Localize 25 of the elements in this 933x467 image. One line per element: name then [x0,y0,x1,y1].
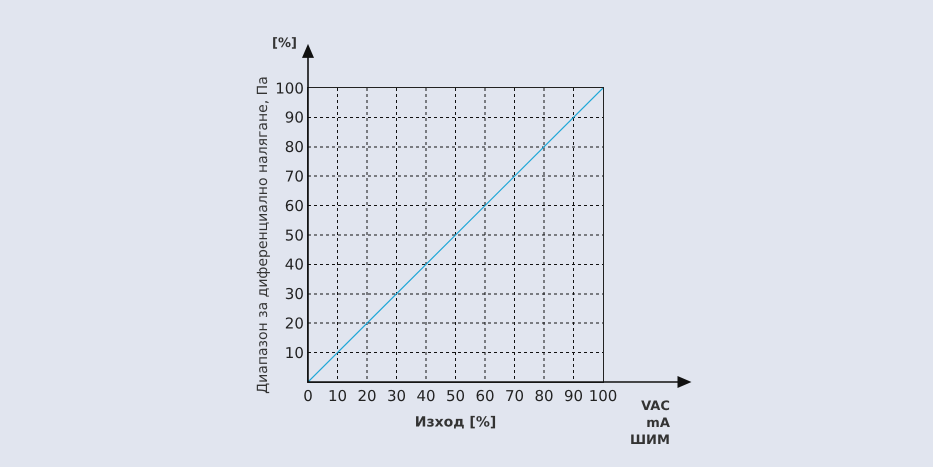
x-tick-label: 90 [564,387,584,406]
x-tick-label: 60 [475,387,495,406]
y-tick-label: 20 [284,314,304,332]
x-tick-label: 20 [357,387,377,406]
text: VAC mA ШИМ [630,399,670,448]
x-tick-label: 80 [534,387,554,406]
x-tick-label: 70 [504,387,524,406]
x-tick-label: 10 [328,387,348,406]
y-axis-title: Диапазон за диференциално налягане, Па [254,76,271,394]
x-tick-label: 40 [416,387,436,406]
y-tick-label: 70 [284,167,304,186]
x-tick-label: 100 [588,387,618,406]
text: [%] [272,36,297,51]
y-tick-label: 30 [284,285,304,304]
x-tick-label: 50 [446,387,466,406]
y-tick-label: 80 [284,138,304,156]
y-tick-label: 90 [284,108,304,127]
y-tick-label: 40 [284,256,304,274]
y-tick-label: 60 [284,196,304,215]
y-tick-label: 10 [284,344,304,362]
y-tick-label: 100 [275,79,304,98]
x-tick-label: 0 [303,387,313,406]
x-tick-label: 30 [386,387,406,406]
y-tick-label: 50 [284,226,304,244]
x-axis-title: Изход [%] [414,414,496,430]
